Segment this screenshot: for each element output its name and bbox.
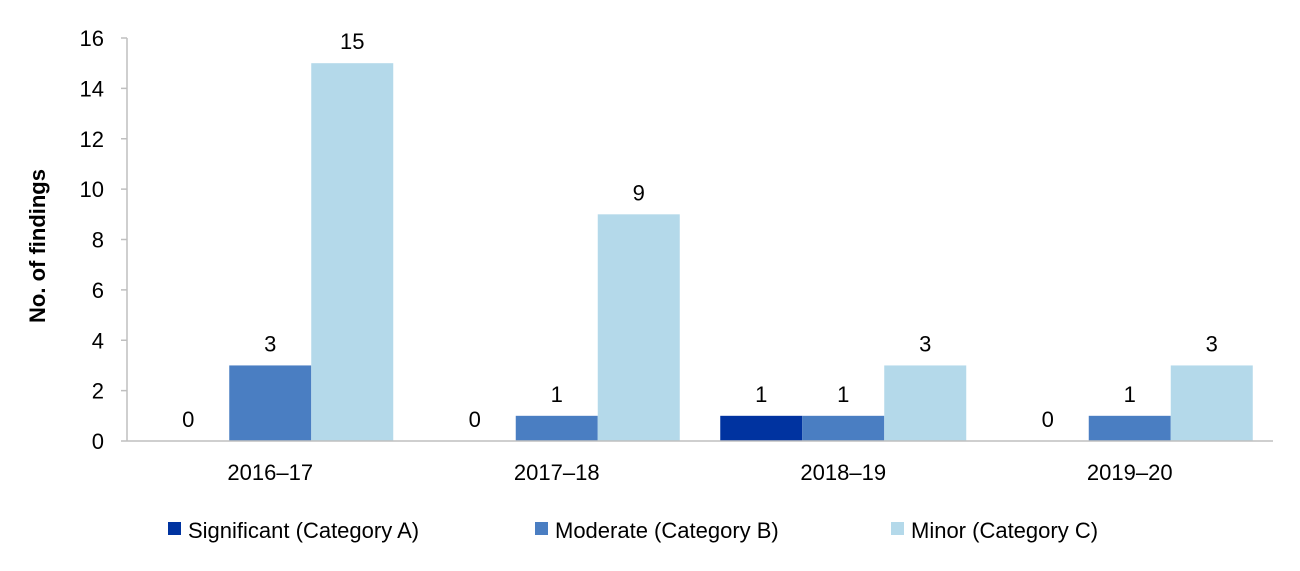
y-tick-label: 2 <box>92 379 104 404</box>
x-category-label: 2017–18 <box>514 460 600 485</box>
legend-swatch <box>535 522 548 535</box>
bar-significant-category-a-2 <box>720 415 803 441</box>
bar-moderate-category-b-1 <box>515 415 598 441</box>
data-label: 0 <box>1042 407 1054 432</box>
data-label: 9 <box>633 180 645 205</box>
legend-label: Minor (Category C) <box>911 518 1098 543</box>
y-tick-label: 4 <box>92 328 104 353</box>
x-axis-labels: 2016–17 2017–18 2018–19 2019–20 <box>227 460 1172 485</box>
legend: Significant (Category A) Moderate (Catego… <box>168 518 1098 543</box>
y-axis-ticks: 0 2 4 6 8 10 12 14 16 <box>80 26 127 454</box>
legend-swatch <box>891 522 904 535</box>
data-label: 15 <box>340 29 364 54</box>
legend-label: Moderate (Category B) <box>555 518 779 543</box>
bar-minor-category-c-1 <box>597 214 680 441</box>
data-label: 1 <box>837 382 849 407</box>
y-tick-label: 16 <box>80 26 104 51</box>
y-axis-title: No. of findings <box>25 169 50 323</box>
data-label: 1 <box>1124 382 1136 407</box>
bar-minor-category-c-2 <box>884 365 967 441</box>
data-label: 3 <box>264 331 276 356</box>
bar-moderate-category-b-0 <box>229 365 312 441</box>
y-tick-label: 8 <box>92 228 104 253</box>
data-labels: 0 3 15 0 1 9 1 1 3 0 1 3 <box>182 29 1218 432</box>
legend-swatch <box>168 522 181 535</box>
bar-moderate-category-b-2 <box>802 415 885 441</box>
bar-minor-category-c-0 <box>311 63 394 441</box>
y-tick-label: 12 <box>80 127 104 152</box>
bars <box>229 63 1253 441</box>
x-category-label: 2019–20 <box>1087 460 1173 485</box>
x-category-label: 2016–17 <box>227 460 313 485</box>
legend-label: Significant (Category A) <box>188 518 419 543</box>
data-label: 0 <box>469 407 481 432</box>
y-tick-label: 6 <box>92 278 104 303</box>
data-label: 3 <box>919 331 931 356</box>
data-label: 3 <box>1206 331 1218 356</box>
y-tick-label: 10 <box>80 177 104 202</box>
x-category-label: 2018–19 <box>800 460 886 485</box>
data-label: 0 <box>182 407 194 432</box>
bar-minor-category-c-3 <box>1170 365 1253 441</box>
data-label: 1 <box>755 382 767 407</box>
bar-moderate-category-b-3 <box>1088 415 1171 441</box>
y-tick-label: 14 <box>80 76 104 101</box>
y-tick-label: 0 <box>92 429 104 454</box>
data-label: 1 <box>551 382 563 407</box>
